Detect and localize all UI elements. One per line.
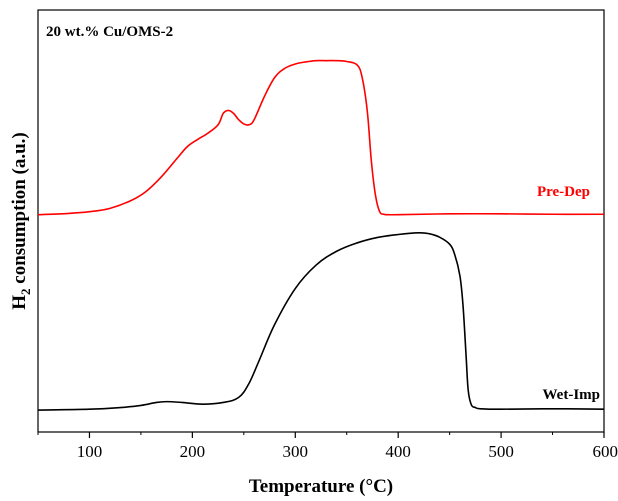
y-axis-title: H2 consumption (a.u.) — [9, 132, 33, 310]
series-lines — [37, 59, 605, 411]
x-tick-label: 100 — [77, 442, 103, 461]
series-line-wet-imp — [37, 231, 605, 411]
x-axis-ticks: 100 200 300 400 500 600 — [37, 432, 618, 461]
y-axis-title-subscript: 2 — [18, 288, 33, 295]
x-tick-label: 600 — [593, 442, 618, 461]
annotation-label: 20 wt.% Cu/OMS-2 — [46, 24, 173, 40]
series-label-wet-imp: Wet-Imp — [543, 387, 601, 403]
x-axis-title: Temperature (°C) — [249, 476, 393, 497]
series-line-pre-dep — [37, 59, 605, 216]
series-label-pre-dep: Pre-Dep — [537, 184, 590, 200]
y-axis-title-rest: consumption (a.u.) — [9, 132, 30, 288]
plot-frame — [37, 9, 605, 433]
x-tick-label: 500 — [488, 442, 514, 461]
x-tick-label: 400 — [385, 442, 411, 461]
x-tick-label: 300 — [283, 442, 309, 461]
y-axis-title-main: H — [9, 295, 30, 310]
x-tick-label: 200 — [180, 442, 206, 461]
